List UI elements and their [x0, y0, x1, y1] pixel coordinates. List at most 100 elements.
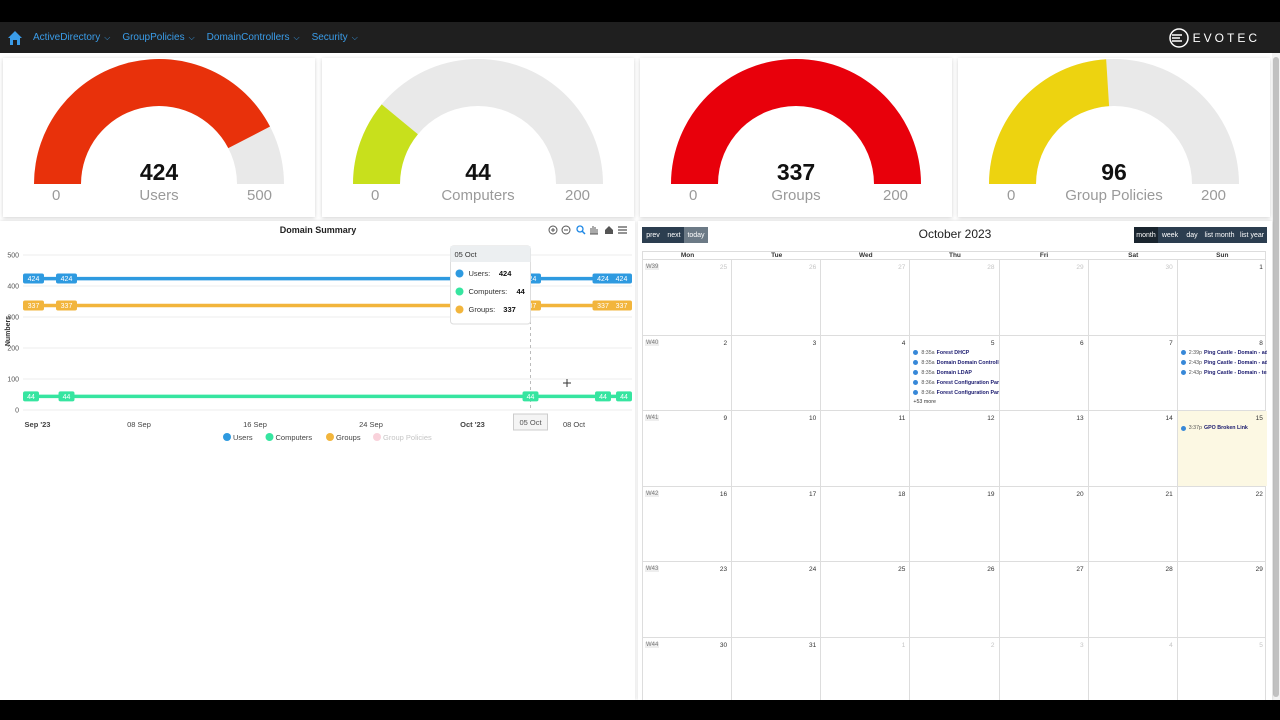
day-number[interactable]: 19: [987, 490, 995, 498]
day-cell[interactable]: 29: [1000, 260, 1089, 335]
day-number[interactable]: 6: [1080, 339, 1084, 347]
day-number[interactable]: 30: [719, 641, 728, 649]
day-cell[interactable]: 4: [821, 335, 911, 410]
day-number[interactable]: 22: [1255, 490, 1263, 498]
day-number[interactable]: 5: [990, 339, 995, 347]
day-cell[interactable]: 5: [1178, 638, 1267, 701]
day-number[interactable]: 3: [1080, 641, 1084, 649]
day-number[interactable]: 7: [1169, 339, 1173, 347]
day-number[interactable]: 4: [1169, 641, 1173, 649]
day-cell[interactable]: 27: [821, 260, 911, 335]
legend-marker[interactable]: [326, 433, 334, 441]
zoom-in-icon[interactable]: [548, 225, 558, 235]
day-number[interactable]: 15: [1255, 415, 1263, 422]
legend-marker[interactable]: [223, 433, 231, 441]
day-number[interactable]: 1: [901, 641, 906, 649]
week-number[interactable]: W41: [645, 415, 660, 421]
day-number[interactable]: 14: [1165, 415, 1173, 422]
day-number[interactable]: 20: [1076, 490, 1084, 498]
calendar-event[interactable]: 8:35a Domain LDAP: [913, 370, 999, 376]
day-number[interactable]: 21: [1165, 490, 1173, 498]
day-number[interactable]: 31: [809, 641, 817, 649]
day-number[interactable]: 4: [901, 339, 906, 347]
view-list-month-button[interactable]: list month: [1202, 227, 1237, 243]
day-number[interactable]: 2: [723, 339, 728, 347]
day-number[interactable]: 26: [809, 264, 817, 271]
day-cell[interactable]: 17: [732, 486, 822, 561]
day-number[interactable]: 23: [719, 566, 728, 573]
calendar-event[interactable]: 8:35a Forest DHCP: [913, 350, 999, 356]
day-number[interactable]: 26: [987, 566, 995, 573]
day-cell[interactable]: 1: [821, 637, 911, 700]
day-cell[interactable]: 7: [1089, 335, 1178, 410]
week-number[interactable]: W44: [645, 641, 660, 648]
view-list-year-button[interactable]: list year: [1237, 227, 1267, 243]
view-day-button[interactable]: day: [1182, 227, 1202, 243]
view-month-button[interactable]: month: [1134, 227, 1158, 243]
day-cell[interactable]: 30: [1089, 260, 1178, 335]
day-cell[interactable]: 5 8:35a Forest DHCP 8:35a Domain Domain Cont…: [910, 335, 1000, 410]
day-number[interactable]: 3: [812, 339, 817, 347]
day-cell[interactable]: 20: [1000, 486, 1089, 561]
day-number[interactable]: 11: [898, 415, 906, 422]
day-cell[interactable]: 21: [1089, 486, 1178, 561]
day-number[interactable]: 1: [1259, 264, 1263, 271]
day-cell[interactable]: 30 W44: [643, 637, 733, 700]
day-cell[interactable]: 18: [821, 486, 911, 561]
legend-marker[interactable]: [265, 433, 274, 441]
day-cell[interactable]: 24: [732, 562, 822, 637]
day-number[interactable]: 12: [987, 415, 995, 422]
nav-grouppolicies[interactable]: GroupPolicies ⌵: [122, 32, 194, 43]
week-number[interactable]: W43: [645, 566, 660, 572]
day-cell[interactable]: 19: [910, 486, 1000, 561]
day-cell[interactable]: 6: [1000, 335, 1089, 410]
day-cell[interactable]: 15 3:37p GPO Broken Link: [1177, 411, 1267, 486]
day-number[interactable]: 18: [898, 490, 906, 498]
day-cell[interactable]: 10: [732, 411, 822, 486]
day-cell[interactable]: 26: [732, 260, 822, 335]
day-number[interactable]: 17: [809, 490, 817, 498]
day-cell[interactable]: 23 W43: [643, 562, 733, 637]
scrollbar-thumb[interactable]: [1273, 57, 1279, 697]
next-button[interactable]: next: [664, 227, 684, 243]
pan-hand-icon[interactable]: [590, 226, 598, 235]
home-icon[interactable]: [7, 30, 23, 46]
day-number[interactable]: 13: [1076, 415, 1084, 422]
week-number[interactable]: W40: [645, 339, 660, 346]
selection-zoom-icon[interactable]: [576, 225, 586, 235]
zoom-out-icon[interactable]: [561, 225, 571, 235]
day-number[interactable]: 24: [809, 566, 817, 573]
day-cell[interactable]: 26: [910, 562, 1000, 637]
day-number[interactable]: 10: [809, 415, 817, 422]
nav-security[interactable]: Security ⌵: [312, 32, 358, 43]
day-number[interactable]: 28: [987, 264, 995, 271]
day-cell[interactable]: 22: [1178, 487, 1267, 562]
day-cell[interactable]: 1: [1178, 260, 1267, 335]
day-number[interactable]: 29: [1255, 566, 1263, 573]
nav-domaincontrollers[interactable]: DomainControllers ⌵: [207, 32, 300, 43]
day-cell[interactable]: 2: [910, 637, 1000, 700]
day-number[interactable]: 27: [898, 264, 906, 271]
more-events-link[interactable]: +53 more: [913, 398, 936, 405]
legend-item[interactable]: Computers: [276, 433, 313, 442]
day-number[interactable]: 16: [719, 490, 728, 498]
day-cell[interactable]: 25 W39: [643, 260, 733, 335]
day-cell[interactable]: 11: [821, 411, 911, 486]
day-cell[interactable]: 28: [910, 260, 1000, 335]
day-cell[interactable]: 9 W41: [643, 411, 733, 486]
day-cell[interactable]: 2 W40: [643, 335, 733, 410]
week-number[interactable]: W42: [645, 490, 660, 497]
day-cell[interactable]: 4: [1089, 637, 1178, 700]
day-cell[interactable]: 28: [1089, 562, 1178, 637]
day-cell[interactable]: 3: [1000, 637, 1089, 700]
legend-marker[interactable]: [373, 433, 381, 441]
day-number[interactable]: 9: [723, 415, 728, 422]
day-number[interactable]: 27: [1076, 566, 1084, 573]
day-number[interactable]: 29: [1076, 264, 1084, 271]
